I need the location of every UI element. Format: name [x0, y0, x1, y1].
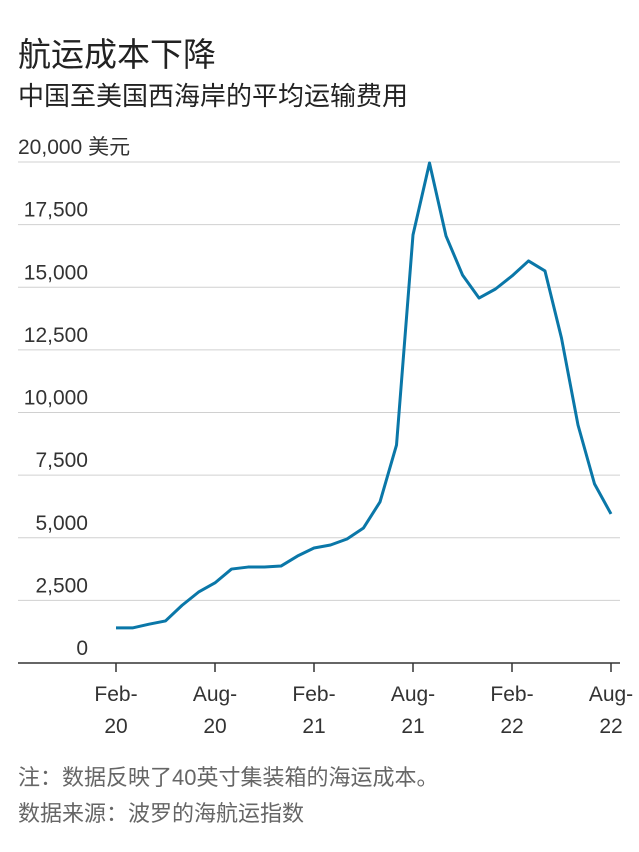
- x-tick-label: Aug- 21: [390, 683, 436, 738]
- y-tick-label: 10,000: [24, 387, 88, 410]
- source: 数据来源：波罗的海航运指数: [18, 801, 305, 826]
- line: [116, 161, 613, 630]
- y-tick-label: 17,500: [24, 199, 88, 222]
- x-tick-label: Feb- 21: [292, 683, 336, 738]
- x-tick-label: Feb- 22: [490, 683, 534, 738]
- y-tick-label: 20,000 美元: [18, 136, 130, 159]
- y-tick-label: 0: [76, 637, 88, 660]
- x-tick-label: Aug- 22: [588, 683, 634, 738]
- y-tick-label: 15,000: [24, 261, 88, 284]
- chart-title: 航运成本下降: [18, 36, 216, 73]
- y-tick-label: 7,500: [35, 449, 88, 472]
- x-tick-label: Feb- 20: [94, 683, 138, 738]
- y-tick-label: 5,000: [35, 512, 88, 535]
- y-tick-label: 2,500: [35, 574, 88, 597]
- chart-subtitle: 中国至美国西海岸的平均运输费用: [18, 81, 409, 111]
- note: 注：数据反映了40英寸集装箱的海运成本。: [18, 765, 439, 790]
- y-tick-label: 12,500: [24, 324, 88, 347]
- x-tick-label: Aug- 20: [192, 683, 238, 738]
